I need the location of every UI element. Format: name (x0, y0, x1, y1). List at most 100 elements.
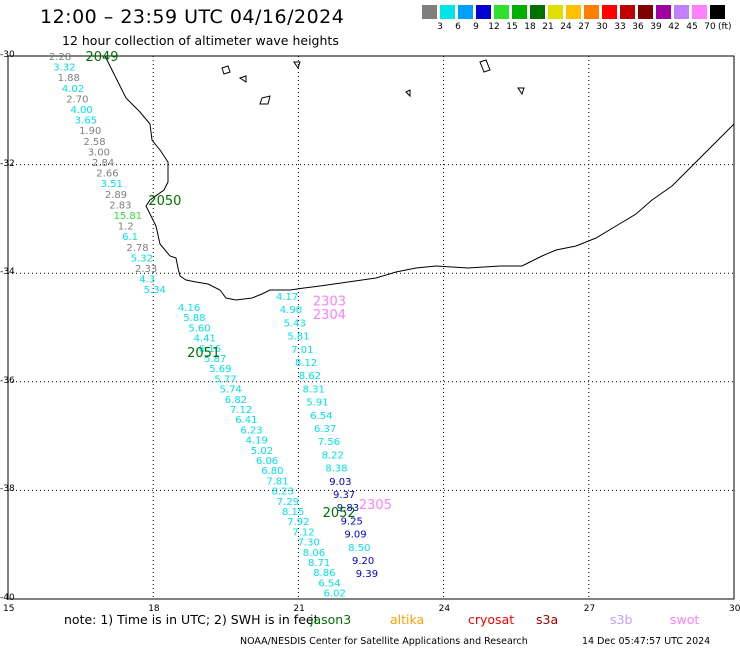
wave-height-label: 4.3 (139, 275, 155, 286)
pass-time-label: 2050 (148, 194, 181, 209)
wave-height-label: 1.90 (79, 126, 101, 137)
wave-height-label: 2.84 (92, 158, 114, 169)
pass-time-label: 2051 (187, 346, 220, 361)
wave-height-label: 2.78 (126, 243, 148, 254)
wave-height-label: 8.50 (348, 543, 370, 554)
wave-height-label: 9.03 (329, 477, 351, 488)
wave-height-label: 7.30 (298, 538, 320, 549)
legend-swatch (602, 5, 617, 19)
legend-swatch (422, 5, 437, 19)
wave-height-label: 6.41 (235, 415, 257, 426)
graticule (7, 55, 735, 600)
wave-height-label: 7.56 (318, 437, 340, 448)
wave-height-label: 6.16 (199, 344, 221, 355)
wave-height-label: 8.22 (322, 450, 344, 461)
wave-height-label: 3.65 (75, 116, 97, 127)
legend-swatch (584, 5, 599, 19)
pass-time-label: 2049 (85, 50, 118, 65)
legend-swatch (494, 5, 509, 19)
wave-height-label: 2.28 (49, 52, 71, 63)
wave-height-label: 8.31 (303, 384, 325, 395)
legend-swatch (458, 5, 473, 19)
wave-height-label: 2.83 (109, 200, 131, 211)
lat-tick-label: -38 (0, 484, 15, 495)
wave-height-label: 5.34 (144, 285, 166, 296)
wave-height-label: 9.37 (333, 490, 355, 501)
wave-height-label: 6.80 (261, 466, 283, 477)
legend-swatch (674, 5, 689, 19)
satellite-legend-item: jason3 (310, 612, 352, 627)
wave-height-label: 5.60 (188, 323, 210, 334)
legend-label: 15 (506, 22, 518, 32)
lon-tick-label: 15 (3, 604, 15, 614)
wave-height-label: 8.71 (308, 558, 330, 569)
wave-height-label: 8.62 (299, 371, 321, 382)
wave-height-label: 2.70 (66, 94, 88, 105)
satellite-legend-item: altika (390, 612, 425, 627)
wave-height-label: 8.38 (325, 464, 347, 475)
wave-height-label: 6.82 (225, 395, 247, 406)
wave-height-label: 8.12 (295, 358, 317, 369)
wave-height-label: 6.37 (314, 424, 336, 435)
legend-label: 36 (632, 22, 644, 32)
wave-height-label: 9.39 (356, 569, 378, 580)
footer-note: note: 1) Time is in UTC; 2) SWH is in fe… (64, 612, 319, 627)
wave-height-label: 5.87 (204, 354, 226, 365)
wave-height-label: 4.16 (178, 303, 200, 314)
legend-label: 45 (686, 22, 698, 32)
lon-tick-label: 27 (583, 604, 596, 614)
wave-height-label: 2.89 (105, 190, 127, 201)
wave-height-label: 7.12 (230, 405, 252, 416)
satellite-legend-item: s3a (536, 612, 559, 627)
coastline (104, 55, 735, 301)
lat-tick-label: -32 (0, 158, 15, 169)
wave-height-label: 5.69 (209, 364, 231, 375)
wave-height-label: 2.58 (83, 137, 105, 148)
wave-height-label: 4.90 (280, 305, 302, 316)
wave-height-label: 6.06 (256, 456, 278, 467)
legend-label: 30 (596, 22, 608, 32)
credit-line: NOAA/NESDIS Center for Satellite Applica… (240, 636, 528, 647)
pass-time-label: 2052 (323, 506, 356, 521)
wave-height-label: 5.43 (284, 318, 306, 329)
legend-label: 70 (704, 22, 716, 32)
wave-height-label: 3.00 (88, 147, 110, 158)
wave-height-label: 5.77 (214, 374, 236, 385)
wave-height-label: 6.1 (122, 232, 138, 243)
wave-height-label: 1.88 (58, 73, 80, 84)
legend-swatch (692, 5, 707, 19)
legend-label: 9 (473, 22, 479, 32)
satellite-legend-item: swot (670, 612, 700, 627)
wave-height-label: 8.15 (282, 507, 304, 518)
legend-swatch (548, 5, 563, 19)
legend-label: 21 (542, 22, 554, 32)
wave-height-label: 9.83 (337, 503, 359, 514)
wave-height-label: 7.29 (277, 497, 299, 508)
wave-height-label: 3.32 (53, 63, 75, 74)
wave-height-label: 3.51 (101, 179, 123, 190)
wave-height-label: 7.01 (291, 345, 313, 356)
wave-height-label: 9.20 (352, 556, 374, 567)
wave-height-label: 7.92 (287, 517, 309, 528)
legend-swatch (710, 5, 725, 19)
legend-label: 33 (614, 22, 626, 32)
wave-height-label: 4.00 (71, 105, 93, 116)
wave-height-label: 8.06 (303, 548, 325, 559)
legend-label: 6 (455, 22, 461, 32)
lat-tick-label: -36 (0, 375, 15, 386)
wave-height-label: 6.54 (318, 578, 340, 589)
wave-height-label: 4.02 (62, 84, 84, 95)
lon-tick-label: 21 (293, 604, 305, 614)
legend-swatch (440, 5, 455, 19)
wave-height-label: 6.23 (240, 425, 262, 436)
legend-swatch (566, 5, 581, 19)
legend-label: 24 (560, 22, 572, 32)
wave-height-label: 6.54 (310, 411, 332, 422)
legend-label: 39 (650, 22, 662, 32)
wave-height-label: 4.19 (246, 436, 268, 447)
wave-height-label: 5.88 (183, 313, 205, 324)
wave-height-label: 9.25 (341, 516, 363, 527)
wave-height-label: 4.17 (276, 292, 298, 303)
legend-swatch (476, 5, 491, 19)
